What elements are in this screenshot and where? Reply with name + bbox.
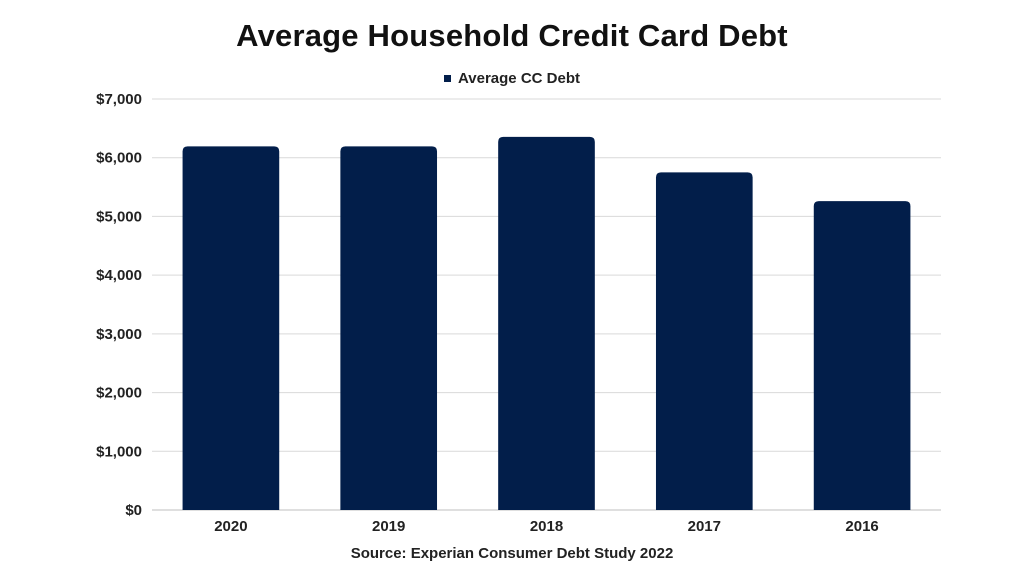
y-tick-label: $6,000 xyxy=(96,150,142,167)
x-tick-label: 2019 xyxy=(372,518,405,535)
legend-swatch xyxy=(444,74,451,82)
y-tick-label: $1,000 xyxy=(96,443,142,460)
y-tick-label: $4,000 xyxy=(96,267,142,284)
x-tick-label: 2018 xyxy=(530,518,563,535)
bar-2017 xyxy=(655,172,753,510)
bar-2016 xyxy=(813,201,911,511)
y-tick-label: $5,000 xyxy=(96,208,142,225)
bar-2018 xyxy=(498,136,595,510)
y-tick-label: $3,000 xyxy=(96,326,142,343)
bar-2020 xyxy=(182,146,280,510)
legend: Average CC Debt xyxy=(0,70,1024,87)
chart-title: Average Household Credit Card Debt xyxy=(236,18,788,53)
x-tick-label: 2016 xyxy=(845,518,878,535)
x-tick-label: 2017 xyxy=(688,518,721,535)
source-note: Source: Experian Consumer Debt Study 202… xyxy=(350,545,674,562)
y-tick-label: $0 xyxy=(125,502,142,519)
x-tick-label: 2020 xyxy=(214,518,247,535)
legend-label: Average CC Debt xyxy=(458,70,580,87)
bar-2019 xyxy=(340,146,438,510)
y-tick-label: $2,000 xyxy=(96,385,142,402)
y-tick-label: $7,000 xyxy=(96,91,142,108)
